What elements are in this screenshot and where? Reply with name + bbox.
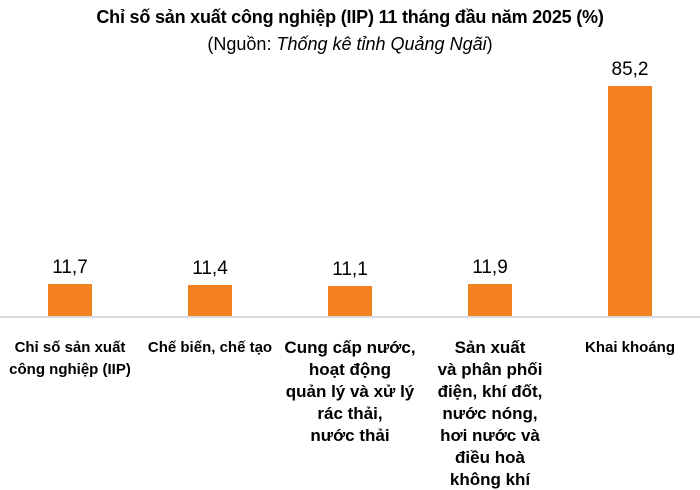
chart-header: Chỉ số sản xuất công nghiệp (IIP) 11 thá…	[0, 4, 700, 57]
category-label: Khai khoáng	[584, 339, 675, 356]
bar	[608, 86, 652, 316]
category-label: Chế biến, chế tạo	[147, 339, 273, 356]
category-label: Sản xuất và phân phối điện, khí đốt, nướ…	[437, 338, 543, 489]
source-prefix: (Nguồn:	[207, 34, 277, 54]
chart-title: Chỉ số sản xuất công nghiệp (IIP) 11 thá…	[96, 7, 604, 27]
bar	[328, 286, 372, 316]
bar	[188, 285, 232, 316]
value-label: 11,9	[472, 257, 508, 278]
x-axis-line	[0, 316, 700, 318]
bar	[468, 284, 512, 316]
category-label: Cung cấp nước, hoạt động quản lý và xử l…	[284, 338, 416, 445]
value-label: 11,4	[192, 258, 228, 279]
source-text: Thống kê tỉnh Quảng Ngãi	[276, 34, 487, 54]
value-label: 11,7	[52, 257, 88, 278]
value-label: 85,2	[611, 59, 649, 80]
source-suffix: )	[486, 34, 493, 54]
value-label: 11,1	[332, 259, 368, 280]
category-label: Chỉ số sản xuất công nghiệp (IIP)	[9, 339, 131, 378]
chart-subtitle: (Nguồn: Thống kê tỉnh Quảng Ngãi)	[0, 31, 700, 57]
bar	[48, 284, 92, 316]
